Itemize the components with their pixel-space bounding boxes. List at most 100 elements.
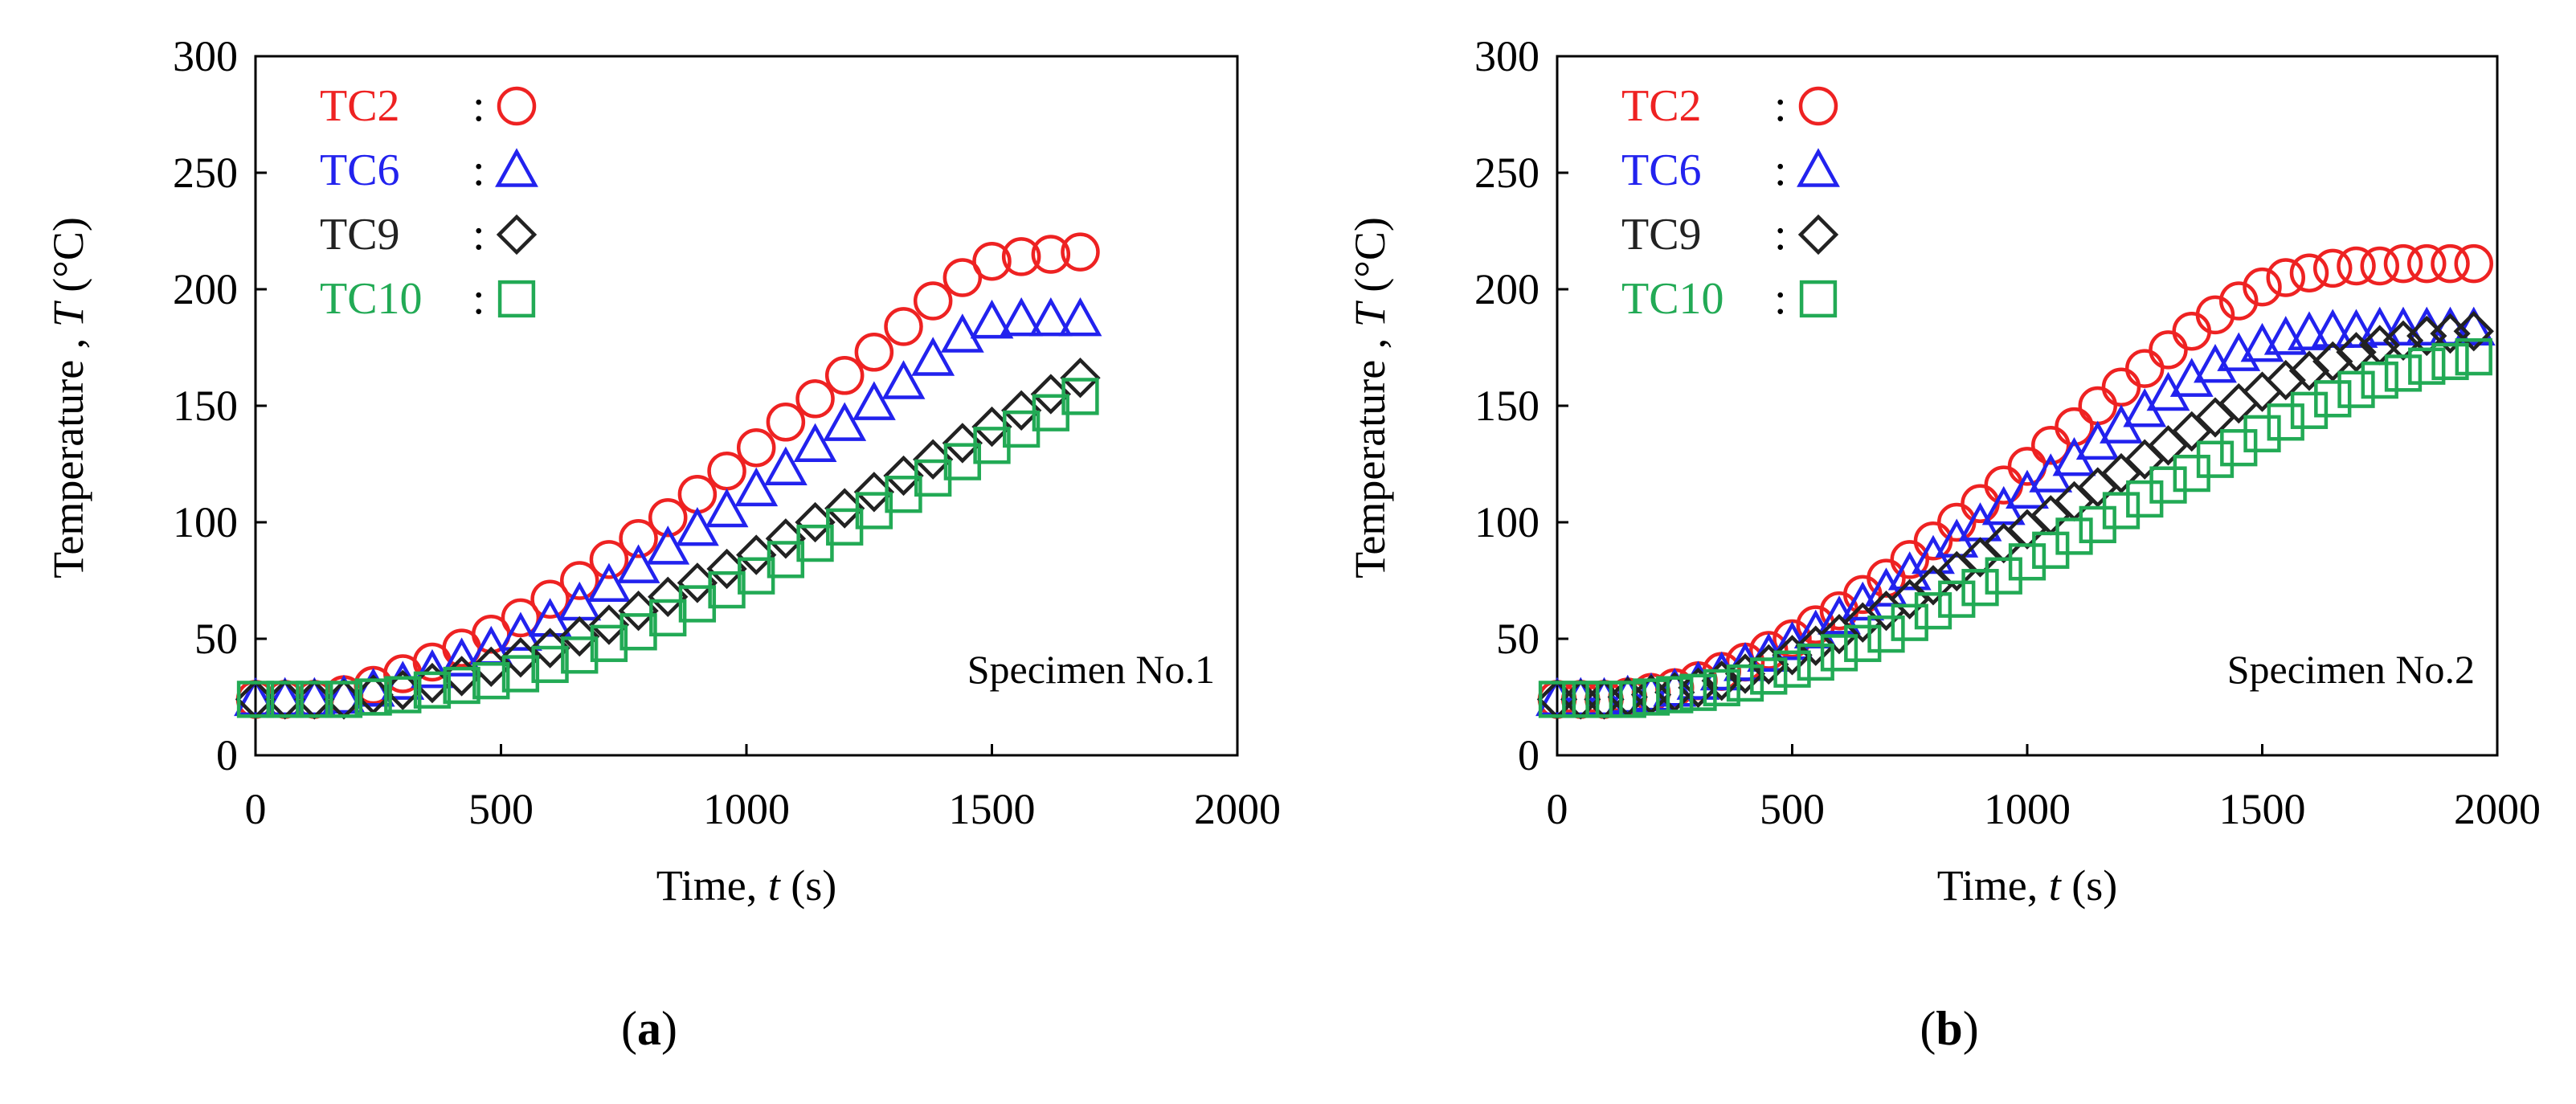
data-point-TC10 <box>1773 650 1811 688</box>
legend-marker-TC6 <box>495 148 538 187</box>
y-tick-label: 300 <box>173 32 238 80</box>
data-point-TC2 <box>530 579 570 619</box>
y-tick-label: 200 <box>1474 265 1539 313</box>
data-point-TC10 <box>1867 615 1905 653</box>
y-tick-label: 300 <box>1474 32 1539 80</box>
data-point-TC10 <box>501 655 540 693</box>
data-point-TC2 <box>677 474 718 514</box>
data-point-TC6 <box>646 525 690 565</box>
data-point-TC2 <box>2031 426 2071 465</box>
data-point-TC2 <box>1749 631 1789 670</box>
data-point-TC6 <box>2263 316 2308 355</box>
data-point-TC6 <box>2451 306 2496 346</box>
y-tick-label: 50 <box>1496 615 1539 663</box>
panel-label: (a) <box>621 1002 677 1055</box>
data-point-TC6 <box>616 544 660 583</box>
x-tick-label: 1500 <box>2219 785 2306 833</box>
data-point-TC10 <box>1914 592 1952 630</box>
data-point-TC6 <box>675 506 719 546</box>
data-point-TC6 <box>823 402 867 441</box>
data-point-TC2 <box>2172 311 2211 351</box>
data-point-TC10 <box>2408 347 2446 385</box>
data-point-TC10 <box>1961 569 1999 607</box>
data-point-TC2 <box>795 379 835 419</box>
data-point-TC2 <box>1984 465 2023 505</box>
legend-separator: : <box>472 145 485 195</box>
data-point-TC10 <box>1750 657 1788 695</box>
data-point-TC9 <box>1866 591 1907 632</box>
data-point-TC2 <box>1913 521 1953 561</box>
data-point-TC6 <box>970 299 1014 339</box>
data-point-TC10 <box>2173 454 2210 493</box>
legend-label-TC9: TC9 <box>1621 210 1702 260</box>
data-point-TC6 <box>2357 306 2402 346</box>
data-point-TC9 <box>2453 311 2494 352</box>
data-point-TC2 <box>854 333 894 372</box>
x-tick-label: 500 <box>1760 785 1825 833</box>
data-point-TC2 <box>2289 253 2329 292</box>
specimen-annotation: Specimen No.1 <box>967 647 1215 692</box>
data-point-TC10 <box>413 671 452 709</box>
legend-separator: : <box>1774 210 1787 260</box>
data-point-TC10 <box>2431 342 2469 381</box>
data-point-TC2 <box>2266 258 2305 297</box>
data-point-TC10 <box>531 645 569 684</box>
x-tick-label: 0 <box>245 785 267 833</box>
data-point-TC9 <box>1060 358 1101 399</box>
data-point-TC10 <box>561 636 599 674</box>
data-point-TC10 <box>1562 681 1600 718</box>
data-point-TC6 <box>1841 581 1885 621</box>
y-tick-label: 250 <box>173 149 238 197</box>
legend-separator: : <box>472 210 485 260</box>
data-point-TC2 <box>589 540 629 579</box>
legend-label-TC10: TC10 <box>1621 274 1724 324</box>
data-point-TC2 <box>2431 243 2470 284</box>
legend-marker-TC2 <box>1798 86 1838 126</box>
data-point-TC6 <box>234 677 277 717</box>
data-point-TC6 <box>881 360 926 399</box>
data-point-TC10 <box>2243 415 2281 452</box>
data-point-TC6 <box>411 648 454 689</box>
data-point-TC6 <box>292 677 337 717</box>
x-tick-label: 2000 <box>2454 785 2541 833</box>
y-tick-label: 50 <box>194 615 238 663</box>
data-point-TC2 <box>2313 248 2353 288</box>
data-point-TC10 <box>1679 673 1717 711</box>
data-point-TC6 <box>911 337 955 376</box>
data-point-TC6 <box>1028 296 1073 337</box>
data-point-TC10 <box>1061 378 1099 415</box>
data-point-TC10 <box>2455 337 2492 376</box>
data-point-TC10 <box>2032 531 2070 569</box>
data-point-TC6 <box>322 674 366 714</box>
data-point-TC9 <box>2030 495 2071 536</box>
data-point-TC2 <box>2195 295 2235 335</box>
data-point-TC2 <box>2125 349 2165 388</box>
data-point-TC9 <box>1678 667 1719 709</box>
data-point-TC10 <box>296 681 333 718</box>
data-point-TC10 <box>2055 517 2093 555</box>
data-point-TC2 <box>766 403 806 442</box>
x-tick-label: 2000 <box>1194 785 1281 833</box>
data-point-TC10 <box>2384 354 2423 392</box>
y-tick-label: 0 <box>216 731 238 779</box>
data-point-TC2 <box>942 258 983 297</box>
x-axis-label: Time, t (s) <box>656 861 837 910</box>
legend-separator: : <box>1774 145 1787 195</box>
data-point-TC10 <box>384 676 422 714</box>
data-point-TC10 <box>649 599 687 637</box>
data-point-TC6 <box>499 611 542 651</box>
data-point-TC6 <box>734 467 779 507</box>
y-axis-label: Temperature , T (°C) <box>44 217 92 579</box>
data-point-TC2 <box>2219 281 2259 321</box>
data-point-TC10 <box>1820 634 1858 672</box>
data-point-TC10 <box>2290 391 2329 429</box>
data-point-TC2 <box>501 598 541 638</box>
y-tick-label: 0 <box>1518 731 1539 779</box>
data-point-TC2 <box>707 451 746 491</box>
data-point-TC9 <box>2336 332 2377 373</box>
data-point-TC2 <box>736 427 776 468</box>
data-point-TC2 <box>2078 386 2117 426</box>
data-point-TC6 <box>2382 306 2425 346</box>
legend-separator: : <box>472 274 485 324</box>
